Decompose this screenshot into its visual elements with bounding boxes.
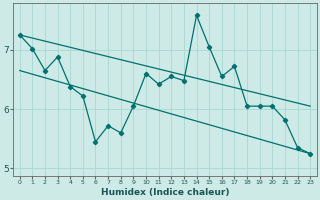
X-axis label: Humidex (Indice chaleur): Humidex (Indice chaleur) [101,188,229,197]
